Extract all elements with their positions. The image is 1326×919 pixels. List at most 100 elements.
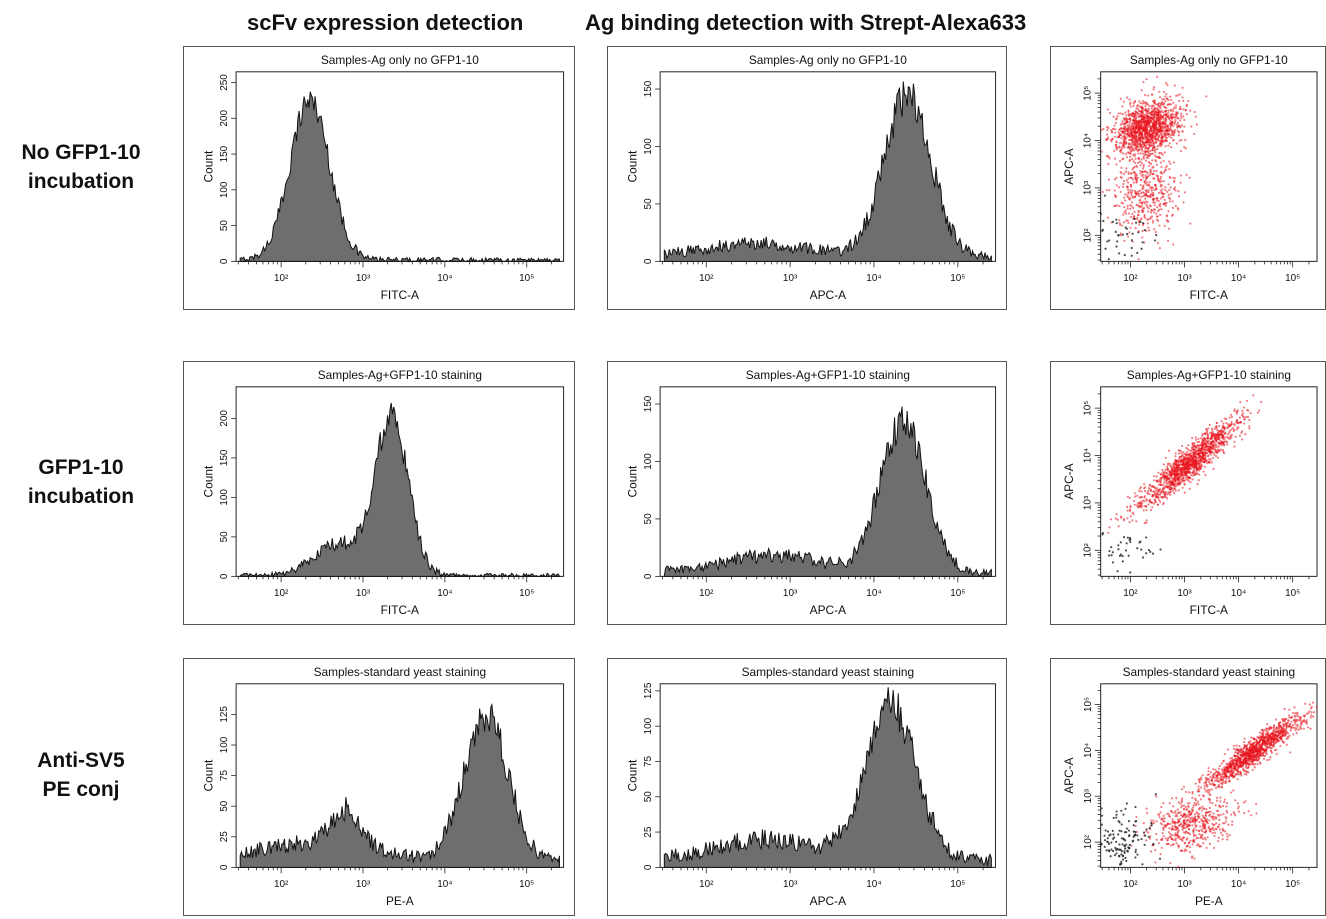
scatter-point (1130, 254, 1133, 257)
scatter-point (1148, 129, 1151, 133)
scatter-point (1239, 400, 1242, 404)
scatter-point (1135, 131, 1139, 134)
scatter-point (1123, 133, 1126, 137)
scatter-point (1142, 163, 1145, 166)
scatter-point (1174, 189, 1177, 192)
scatter-point (1214, 446, 1217, 449)
scatter-point (1114, 118, 1118, 121)
scatter-point (1113, 149, 1116, 152)
scatter-point (1244, 755, 1247, 758)
scatter-point (1171, 470, 1174, 473)
scatter-point (1195, 452, 1198, 455)
scatter-point (1187, 461, 1190, 464)
scatter-point (1171, 176, 1175, 179)
scatter-point (1146, 94, 1149, 97)
scatter-point (1220, 428, 1224, 431)
scatter-point (1119, 123, 1122, 126)
scatter-point (1152, 137, 1155, 140)
scatter-point (1136, 547, 1139, 550)
scatter-point (1185, 113, 1188, 116)
scatter-point (1153, 479, 1156, 482)
scatter-point (1133, 210, 1136, 213)
scatter-point (1124, 209, 1127, 212)
scatter-point (1147, 489, 1150, 492)
scatter-point (1197, 790, 1200, 793)
scatter-point (1222, 429, 1225, 432)
y-tick-label: 10⁵ (1083, 401, 1094, 416)
scatter-point (1132, 130, 1135, 133)
scatter-point (1141, 128, 1144, 131)
scatter-point (1134, 178, 1137, 181)
scatter-point (1143, 180, 1146, 183)
scatter-point (1138, 201, 1141, 204)
scatter-point (1252, 754, 1255, 757)
scatter-point (1300, 723, 1303, 726)
scatter-point (1262, 757, 1266, 761)
scatter-point (1178, 139, 1181, 142)
x-tick-label: 10⁵ (1285, 588, 1300, 599)
scatter-point (1216, 432, 1220, 435)
scatter-point (1290, 720, 1293, 723)
scatter-point (1155, 169, 1158, 173)
scatter-point (1222, 766, 1226, 769)
scatter-point (1117, 548, 1120, 551)
scatter-point (1265, 745, 1268, 749)
scatter-point (1213, 779, 1217, 782)
scatter-point (1242, 753, 1245, 756)
scatter-point (1265, 739, 1268, 742)
scatter-point (1273, 733, 1277, 737)
scatter-point (1147, 191, 1150, 194)
scatter-point (1172, 125, 1175, 128)
scatter-point (1167, 111, 1170, 114)
scatter-point (1282, 720, 1286, 723)
y-tick-label: 10⁵ (1083, 86, 1094, 101)
scatter-point (1220, 768, 1224, 771)
scatter-plot-panel: Samples-standard yeast staining 10² 10³ 10⁴… (1050, 658, 1326, 916)
scatter-point (1174, 489, 1177, 492)
chart-title: Samples-Ag+GFP1-10 staining (746, 368, 910, 382)
y-axis-label: Count (625, 759, 639, 791)
scatter-point (1203, 787, 1206, 790)
scatter-point (1144, 159, 1148, 162)
scatter-point (1209, 775, 1212, 778)
scatter-point (1227, 764, 1231, 767)
scatter-point (1119, 553, 1123, 556)
scatter-point (1161, 468, 1164, 472)
scatter-point (1152, 129, 1156, 132)
scatter-point (1251, 768, 1254, 772)
scatter-point (1215, 422, 1218, 425)
scatter-point (1142, 141, 1145, 145)
scatter-point (1112, 115, 1115, 118)
scatter-point (1251, 761, 1255, 765)
scatter-point (1136, 104, 1139, 108)
scatter-point (1146, 205, 1149, 208)
scatter-point (1145, 536, 1148, 539)
scatter-point (1221, 834, 1224, 837)
scatter-point (1164, 145, 1167, 148)
y-tick-label: 0 (219, 864, 230, 870)
scatter-point (1187, 453, 1190, 456)
scatter-point (1144, 113, 1147, 116)
scatter-point (1114, 121, 1117, 125)
scatter-point (1161, 120, 1164, 123)
scatter-point (1151, 159, 1154, 162)
scatter-point (1126, 146, 1129, 149)
scatter-point (1212, 456, 1215, 460)
scatter-point (1248, 742, 1252, 745)
scatter-point (1157, 200, 1160, 203)
scatter-point (1289, 751, 1292, 754)
scatter-point (1198, 832, 1201, 836)
scatter-point (1219, 448, 1223, 451)
scatter-point (1217, 449, 1220, 452)
x-tick-label: 10³ (783, 588, 798, 599)
scatter-point (1284, 724, 1288, 727)
scatter-point (1203, 457, 1206, 461)
scatter-point (1199, 467, 1202, 470)
scatter-point (1154, 184, 1157, 187)
scatter-point (1128, 231, 1131, 234)
scatter-point (1113, 135, 1117, 138)
y-tick-label: 10⁴ (1083, 743, 1094, 758)
scatter-point (1164, 456, 1167, 459)
scatter-point (1129, 215, 1133, 218)
